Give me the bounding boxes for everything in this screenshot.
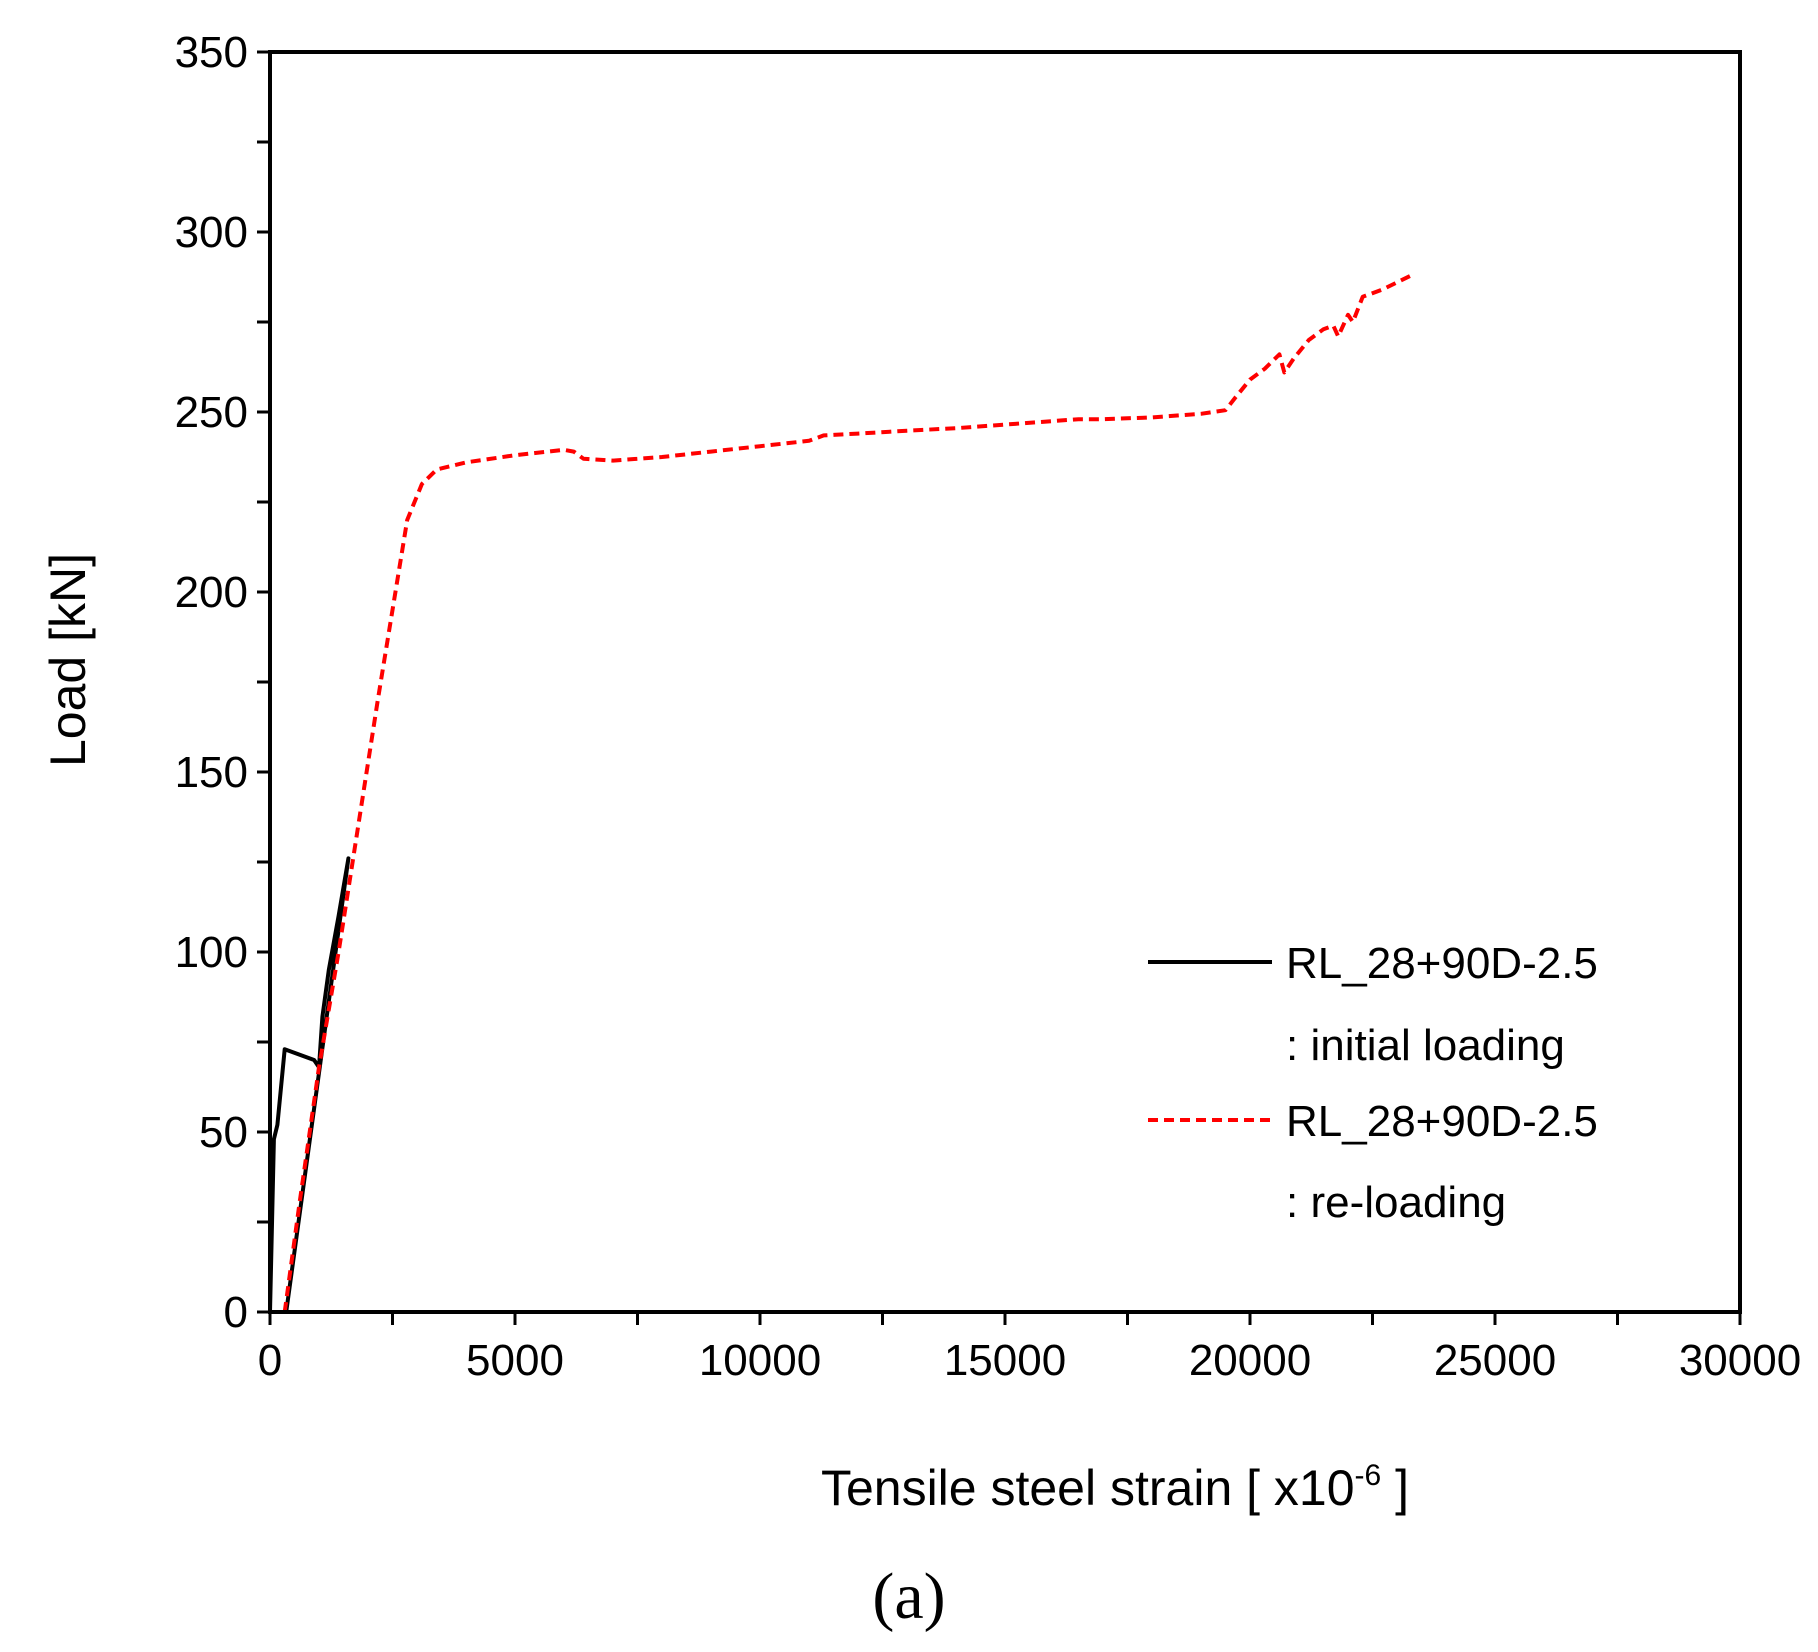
series-line-0 — [268, 856, 351, 1313]
x-axis-title-superscript: -6 — [1355, 1459, 1382, 1492]
y-tick-label: 50 — [199, 1108, 248, 1157]
x-tick-label: 30000 — [1679, 1336, 1801, 1385]
y-tick-label: 250 — [175, 388, 248, 437]
series-line-1 — [282, 273, 1413, 1313]
axes — [257, 50, 1742, 1325]
x-tick-label: 0 — [258, 1336, 282, 1385]
legend-label-reloading-2: : re-loading — [1286, 1178, 1506, 1227]
legend-label-initial-1: RL_28+90D-2.5 — [1286, 939, 1598, 988]
tick-labels: 0 5000 10000 15000 20000 25000 30000 0 50 100 150 2… — [175, 28, 1802, 1385]
legend: RL_28+90D-2.5 : initial loading RL_28+90… — [1148, 939, 1598, 1227]
y-tick-label: 100 — [175, 928, 248, 977]
panel-label: (a) — [872, 1560, 945, 1633]
y-tick-label: 200 — [175, 568, 248, 617]
y-tick-label: 0 — [224, 1288, 248, 1337]
y-axis-title: Load [kN] — [40, 553, 96, 767]
y-tick-label: 350 — [175, 28, 248, 77]
y-tick-label: 150 — [175, 748, 248, 797]
x-tick-label: 20000 — [1189, 1336, 1311, 1385]
x-tick-label: 5000 — [466, 1336, 564, 1385]
x-axis-title-end: ] — [1381, 1460, 1409, 1516]
x-axis-title-main: Tensile steel strain [ x10 — [821, 1460, 1355, 1516]
y-tick-label: 300 — [175, 208, 248, 257]
series-layer — [268, 273, 1413, 1313]
legend-label-reloading-1: RL_28+90D-2.5 — [1286, 1097, 1598, 1146]
x-tick-label: 15000 — [944, 1336, 1066, 1385]
x-tick-label: 10000 — [699, 1336, 821, 1385]
x-axis-title: Tensile steel strain [ x10-6 ] — [821, 1459, 1409, 1516]
legend-label-initial-2: : initial loading — [1286, 1021, 1565, 1070]
x-tick-label: 25000 — [1434, 1336, 1556, 1385]
